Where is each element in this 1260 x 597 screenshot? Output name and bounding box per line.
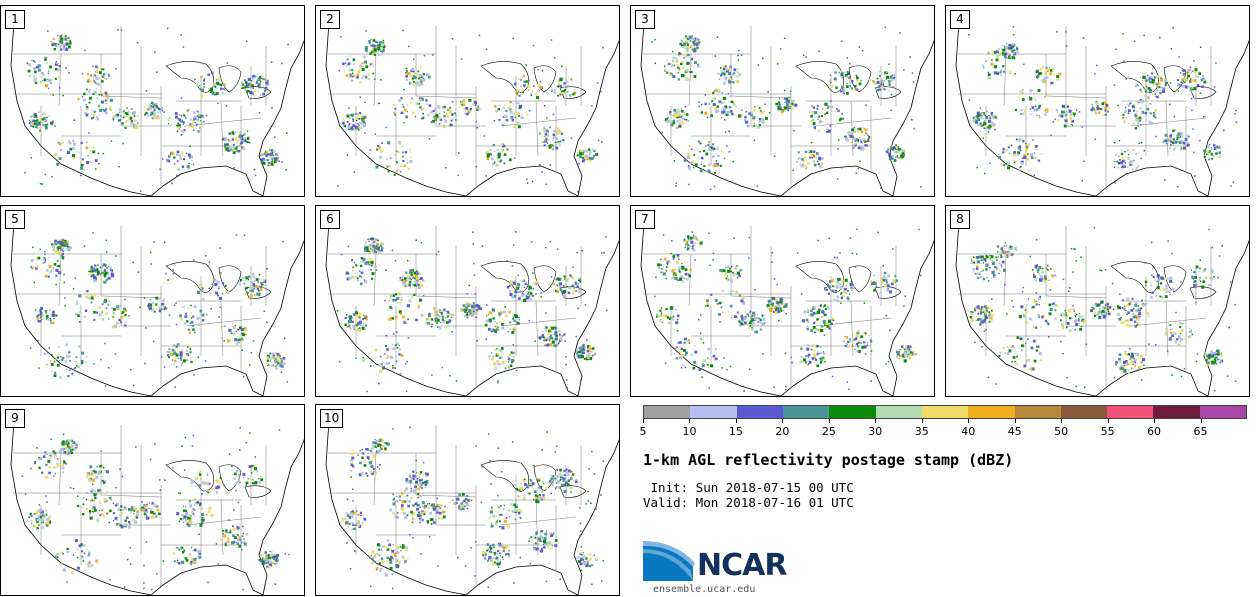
reflectivity-map: [325, 10, 619, 196]
colorbar-tick-label: 15: [728, 425, 743, 438]
colorbar-tick: [1154, 419, 1156, 423]
member-label: 3: [635, 10, 655, 29]
colorbar-swatch: [736, 406, 783, 418]
reflectivity-echoes: [341, 426, 605, 590]
reflectivity-colorbar: [643, 405, 1247, 419]
member-panel-4: 4: [945, 5, 1250, 197]
colorbar-tick: [689, 419, 691, 423]
colorbar-swatch: [968, 406, 1015, 418]
colorbar-tick: [1107, 419, 1109, 423]
colorbar-tick-label: 30: [868, 425, 883, 438]
colorbar-tick-label: 55: [1100, 425, 1115, 438]
member-panel-7: 7: [630, 205, 935, 397]
colorbar-tick: [875, 419, 877, 423]
colorbar-tick: [735, 419, 737, 423]
reflectivity-map: [325, 210, 619, 396]
member-panel-6: 6: [315, 205, 620, 397]
colorbar-tick: [968, 419, 970, 423]
colorbar-tick: [782, 419, 784, 423]
colorbar-tick-label: 5: [639, 425, 647, 438]
colorbar-tick-label: 50: [1054, 425, 1069, 438]
colorbar-tick-label: 25: [821, 425, 836, 438]
colorbar-tick: [1014, 419, 1016, 423]
member-panel-9: 9: [0, 404, 305, 596]
reflectivity-echoes: [337, 29, 604, 193]
colorbar-swatch: [644, 406, 691, 418]
reflectivity-map: [325, 409, 619, 595]
colorbar-tick: [921, 419, 923, 423]
ncar-logo-text: NCAR: [697, 548, 787, 583]
map-borders: [10, 409, 304, 595]
colorbar-swatch: [1199, 406, 1247, 418]
colorbar-swatch: [921, 406, 969, 418]
member-label: 6: [320, 210, 340, 229]
member-label: 1: [5, 10, 25, 29]
member-panel-2: 2: [315, 5, 620, 197]
colorbar-tick-label: 45: [1007, 425, 1022, 438]
reflectivity-echoes: [336, 231, 608, 393]
member-panel-3: 3: [630, 5, 935, 197]
reflectivity-map: [640, 10, 934, 196]
reflectivity-echoes: [29, 232, 289, 388]
colorbar-swatch: [875, 406, 922, 418]
member-label: 8: [950, 210, 970, 229]
map-borders: [10, 210, 304, 396]
reflectivity-map: [10, 409, 304, 595]
colorbar-tick-label: 20: [775, 425, 790, 438]
member-label: 5: [5, 210, 25, 229]
colorbar-tick: [1061, 419, 1063, 423]
reflectivity-echoes: [21, 427, 290, 591]
colorbar-swatch: [829, 406, 876, 418]
member-panel-8: 8: [945, 205, 1250, 397]
map-borders: [325, 210, 619, 396]
member-label: 2: [320, 10, 340, 29]
reflectivity-echoes: [654, 228, 922, 392]
colorbar-tick-label: 35: [914, 425, 929, 438]
reflectivity-map: [10, 10, 304, 196]
colorbar-tick-label: 65: [1193, 425, 1208, 438]
map-borders: [325, 409, 619, 595]
member-label: 4: [950, 10, 970, 29]
member-panel-10: 10: [315, 404, 620, 596]
plot-title: 1-km AGL reflectivity postage stamp (dBZ…: [643, 451, 1014, 469]
logo-url: ensemble.ucar.edu: [653, 584, 756, 595]
member-label: 7: [635, 210, 655, 229]
member-label: 9: [5, 409, 25, 428]
colorbar-tick: [643, 419, 644, 423]
reflectivity-echoes: [968, 26, 1238, 188]
reflectivity-echoes: [969, 226, 1237, 392]
reflectivity-map: [955, 10, 1249, 196]
colorbar-tick: [828, 419, 830, 423]
colorbar-tick-label: 40: [961, 425, 976, 438]
colorbar-swatch: [690, 406, 737, 418]
colorbar-swatch: [1014, 406, 1061, 418]
colorbar-ticks: 5 10 15 20 25 30 35 40 45 50 55 60 65: [639, 419, 1247, 439]
reflectivity-echoes: [24, 27, 289, 192]
reflectivity-map: [955, 210, 1249, 396]
init-time: Init: Sun 2018-07-15 00 UTC: [643, 480, 854, 495]
member-panel-5: 5: [0, 205, 305, 397]
colorbar-swatch: [1060, 406, 1108, 418]
map-borders: [325, 10, 619, 196]
member-label: 10: [320, 409, 344, 428]
ncar-logo-mark: [643, 541, 695, 581]
reflectivity-map: [640, 210, 934, 396]
map-borders: [10, 10, 304, 196]
colorbar-swatch: [782, 406, 830, 418]
member-panel-1: 1: [0, 5, 305, 197]
colorbar-swatch: [1107, 406, 1154, 418]
reflectivity-map: [10, 210, 304, 396]
colorbar-tick-label: 60: [1147, 425, 1162, 438]
reflectivity-echoes: [651, 26, 922, 190]
valid-time: Valid: Mon 2018-07-16 01 UTC: [643, 495, 854, 510]
colorbar-tick: [1200, 419, 1202, 423]
colorbar-tick-label: 10: [682, 425, 697, 438]
colorbar-swatch: [1153, 406, 1200, 418]
